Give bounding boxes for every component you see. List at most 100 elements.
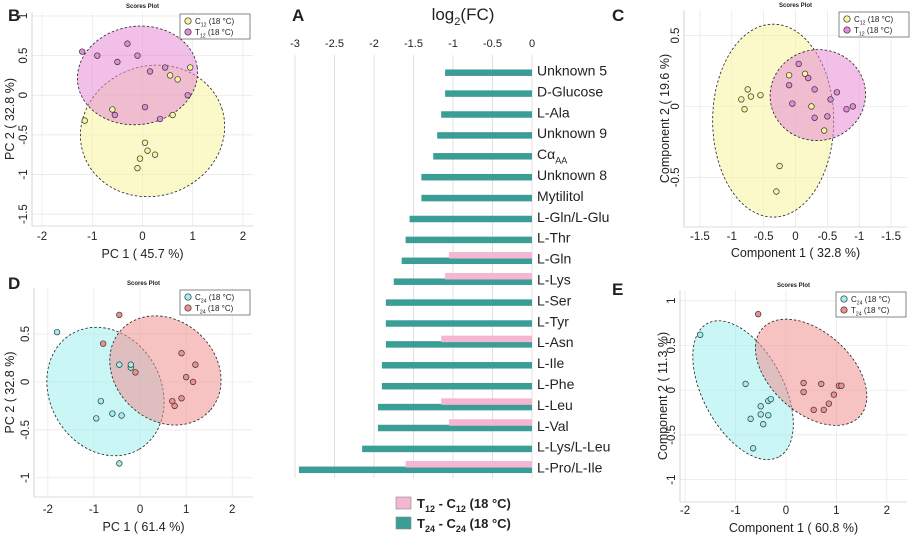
data-point-t12 — [161, 64, 169, 71]
x-tick-label: -1 — [448, 38, 458, 50]
data-point-t24 — [800, 379, 807, 387]
bar-t24-c24 — [445, 69, 532, 76]
y-axis-label: Component 2 ( 19.6 %) — [658, 54, 672, 183]
category-label: L-Gln/L-Glu — [537, 209, 609, 225]
x-tick-label: 0 — [529, 38, 535, 50]
data-point-t12 — [184, 92, 191, 99]
bar-t24-c24 — [421, 173, 532, 181]
data-point-c24 — [757, 403, 764, 410]
y-tick-label: -0.5 — [20, 420, 32, 440]
data-point-c12 — [141, 139, 149, 146]
data-point-c12 — [808, 103, 815, 110]
category-label: Mytilitol — [537, 188, 584, 204]
legend-marker — [843, 15, 851, 23]
data-point-c12 — [166, 72, 174, 79]
bar-t24-c24 — [437, 132, 532, 139]
x-tick-label: 1 — [190, 231, 196, 243]
bar-t24-c24 — [393, 278, 532, 285]
data-point-c24 — [749, 445, 757, 452]
category-label: L-Val — [537, 418, 569, 434]
x-tick-label: -2.5 — [325, 38, 344, 50]
legend-marker — [184, 28, 192, 36]
x-tick-label: -3 — [290, 38, 300, 50]
scores-plot-c: Scores Plot -1.5 -1 -0.5 0 -0.5 -1 -1.5 0.5 0 -0.5… — [658, 3, 910, 260]
x-axis-label: Component 1 ( 32.8 %) — [731, 246, 860, 260]
data-point-t12 — [849, 103, 856, 110]
x-axis-label: PC 1 ( 45.7 %) — [102, 247, 184, 261]
x-axis-label: PC 1 ( 61.4 %) — [103, 520, 185, 534]
bar-t12-c12 — [449, 252, 532, 259]
bar-t24-c24 — [441, 111, 532, 118]
legend-label: T12 (18 °C) — [854, 26, 893, 37]
data-point-t12 — [79, 48, 86, 55]
legend-label: C12 (18 °C) — [854, 15, 894, 26]
legend-marker — [840, 295, 848, 303]
x-tick-label: 0 — [783, 505, 789, 517]
data-point-c12 — [174, 76, 181, 83]
data-point-t12 — [824, 113, 831, 120]
legend-marker — [184, 293, 192, 301]
y-tick-label: -1 — [18, 169, 30, 179]
data-point-c12 — [757, 91, 764, 99]
plot-title: Scores Plot — [779, 3, 812, 9]
plot-area — [692, 311, 868, 461]
legend-box — [835, 291, 907, 318]
x-tick-label: -1 — [730, 505, 740, 517]
bar-t12-c12 — [405, 461, 532, 468]
x-tick-label: 2 — [240, 231, 246, 243]
category-label: L-Thr — [537, 230, 571, 246]
x-tick-label: 0 — [792, 231, 798, 243]
y-tick-label: -0.5 — [18, 125, 30, 145]
bar-t24-c24 — [298, 466, 532, 474]
x-tick-label: 0 — [137, 504, 143, 516]
data-point-c12 — [785, 72, 793, 79]
data-point-c24 — [118, 412, 125, 419]
bar-t24-c24 — [381, 382, 532, 390]
category-label: Unknown 5 — [537, 62, 607, 78]
y-tick-label: -0.5 — [670, 167, 682, 187]
bar-t12-c12 — [449, 419, 532, 426]
y-tick-label: -1.5 — [18, 204, 30, 224]
legend-label: C24 (18 °C) — [851, 295, 891, 306]
data-point-t24 — [800, 388, 807, 396]
data-point-c12 — [144, 147, 151, 154]
plot-title: Scores Plot — [127, 281, 160, 287]
y-axis-label: PC 2 ( 32.8 %) — [3, 352, 17, 434]
bar-t24-c24 — [405, 236, 532, 244]
confidence-ellipse-t12 — [77, 25, 198, 126]
data-point-c12 — [776, 162, 783, 170]
scores-plot-b: Scores Plot -2 -1 0 1 2 1 0.5 0 -0.5 -1 -1.5 PC 1 ( … — [3, 4, 253, 261]
data-point-t12 — [156, 115, 164, 123]
legend-marker — [840, 306, 848, 314]
data-point-c12 — [136, 155, 144, 162]
category-label: L-Lys/L-Leu — [537, 439, 610, 455]
x-tick-label: 2 — [229, 504, 235, 516]
y-tick-label: -0.5 — [666, 425, 678, 445]
legend-label: T24 (18 °C) — [851, 306, 890, 317]
data-point-t24 — [818, 380, 825, 388]
bar-t24-c24 — [381, 362, 532, 369]
data-point-t24 — [178, 350, 185, 357]
data-point-t24 — [192, 361, 199, 368]
plot-title: Scores Plot — [777, 283, 810, 289]
data-point-c24 — [757, 411, 764, 418]
category-label: L-Phe — [537, 376, 575, 392]
y-tick-label: 0.5 — [18, 48, 30, 64]
panel-label-d: D — [8, 274, 20, 293]
data-point-t12 — [833, 89, 841, 96]
category-label: L-Gln — [537, 251, 571, 267]
x-tick-label: -1.5 — [404, 38, 423, 50]
y-tick-label: -1 — [20, 473, 32, 483]
data-point-c24 — [127, 361, 134, 368]
data-point-t12 — [94, 52, 101, 59]
legend-label: T12 - C12 (18 °C) — [417, 496, 511, 514]
x-tick-label: -1 — [727, 231, 737, 243]
data-point-c12 — [744, 86, 751, 93]
x-tick-label: -1.5 — [881, 231, 901, 243]
bar-t24-c24 — [377, 424, 532, 432]
scores-plot-d: Scores Plot -2 -1 0 1 2 0.5 0 -0.5 -1 PC 1 ( 61.4 … — [3, 281, 253, 534]
y-tick-label: 1 — [666, 298, 678, 304]
data-point-c24 — [760, 421, 767, 428]
data-point-c24 — [697, 331, 704, 338]
legend-swatch — [395, 496, 412, 510]
